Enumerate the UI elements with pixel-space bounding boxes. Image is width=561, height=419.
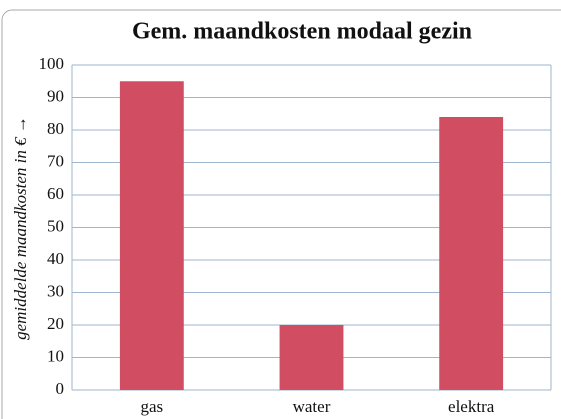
y-tick-label: 30 [47, 281, 64, 300]
y-tick-label: 100 [39, 54, 65, 73]
x-tick-label: gas [140, 397, 163, 416]
y-tick-label: 90 [47, 86, 64, 105]
y-tick-label: 50 [47, 216, 64, 235]
x-tick-label: water [293, 397, 331, 416]
y-tick-label: 80 [47, 119, 64, 138]
y-tick-label: 60 [47, 184, 64, 203]
y-tick-label: 0 [56, 379, 65, 398]
y-tick-label: 10 [47, 346, 64, 365]
y-axis-label: gemiddelde maandkosten in € → [11, 116, 30, 340]
y-tick-label: 70 [47, 151, 64, 170]
y-tick-label: 20 [47, 314, 64, 333]
bar [439, 117, 504, 390]
x-tick-label: elektra [448, 397, 495, 416]
bar [119, 81, 184, 390]
chart-title: Gem. maandkosten modaal gezin [132, 19, 472, 45]
y-tick-label: 40 [47, 249, 64, 268]
bar [279, 325, 344, 390]
